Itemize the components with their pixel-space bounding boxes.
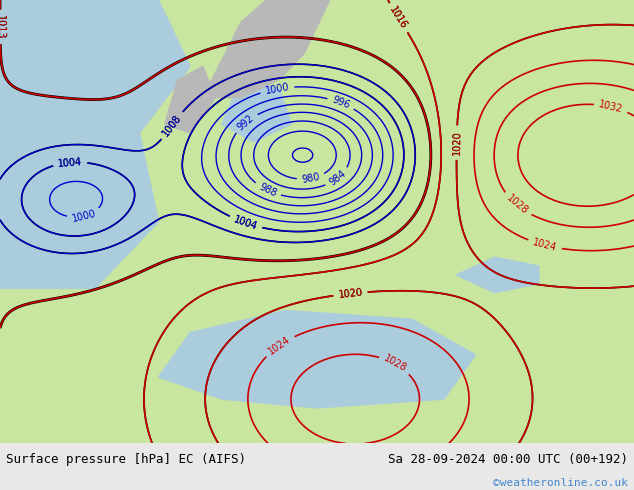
Text: 1004: 1004 — [58, 157, 82, 169]
Text: 1004: 1004 — [233, 214, 259, 232]
Text: 1020: 1020 — [338, 287, 363, 300]
Text: 1028: 1028 — [505, 193, 530, 217]
Text: 1020: 1020 — [338, 287, 363, 300]
Text: 1013: 1013 — [0, 15, 5, 39]
Text: 1032: 1032 — [598, 99, 624, 115]
Text: 1004: 1004 — [58, 157, 82, 169]
Text: 980: 980 — [301, 172, 321, 185]
Text: Sa 28-09-2024 00:00 UTC (00+192): Sa 28-09-2024 00:00 UTC (00+192) — [387, 453, 628, 466]
Text: 988: 988 — [257, 182, 278, 199]
Polygon shape — [456, 257, 539, 293]
Text: 1000: 1000 — [70, 208, 97, 224]
Text: 1020: 1020 — [451, 130, 462, 155]
Polygon shape — [222, 80, 292, 142]
Text: 1024: 1024 — [267, 334, 292, 357]
Text: 1008: 1008 — [160, 113, 183, 138]
Text: Surface pressure [hPa] EC (AIFS): Surface pressure [hPa] EC (AIFS) — [6, 453, 247, 466]
Text: 1013: 1013 — [0, 15, 5, 39]
Text: 1016: 1016 — [387, 5, 409, 31]
Text: 1028: 1028 — [382, 353, 408, 374]
Text: 984: 984 — [327, 169, 348, 188]
Text: 1020: 1020 — [451, 130, 462, 155]
Text: ©weatheronline.co.uk: ©weatheronline.co.uk — [493, 478, 628, 488]
Text: 1024: 1024 — [532, 237, 558, 253]
Polygon shape — [165, 67, 216, 133]
Polygon shape — [203, 0, 330, 98]
Polygon shape — [158, 311, 476, 408]
Text: 1004: 1004 — [233, 214, 259, 232]
Text: 992: 992 — [236, 113, 256, 132]
Text: 996: 996 — [330, 95, 351, 111]
Text: 1016: 1016 — [387, 5, 409, 31]
Text: 1008: 1008 — [160, 113, 183, 138]
Polygon shape — [0, 0, 190, 288]
Text: 1000: 1000 — [264, 82, 290, 96]
